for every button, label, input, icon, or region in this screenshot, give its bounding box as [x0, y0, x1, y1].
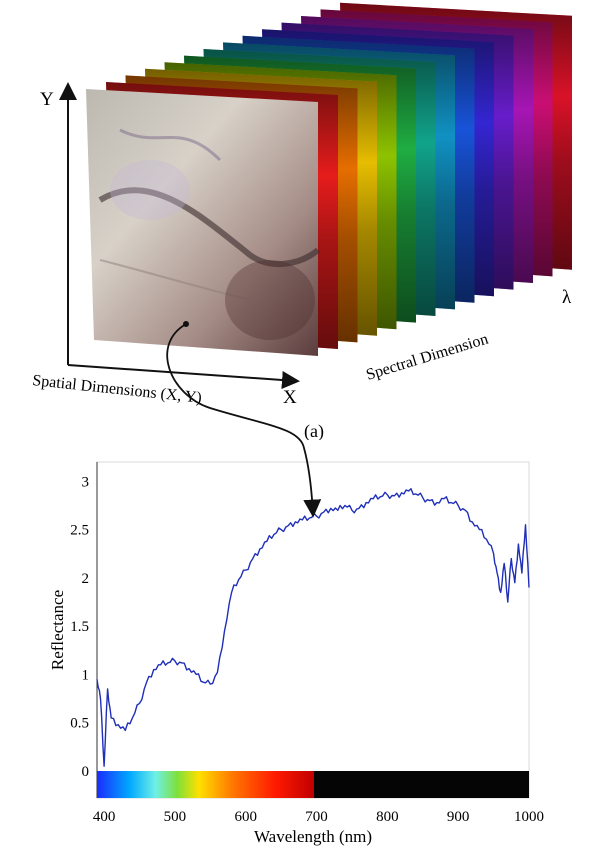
y-tick-label: 1 — [82, 667, 90, 683]
rgb-skin-image — [86, 89, 320, 356]
y-tick-label: 1.5 — [70, 619, 89, 635]
spectral-dimension-label: Spectral Dimension — [364, 331, 490, 384]
lambda-label: λ — [562, 287, 572, 308]
x-tick-label: 500 — [164, 809, 187, 825]
x-tick-label: 1000 — [514, 809, 544, 825]
nir-dark-bar — [314, 771, 529, 798]
panel-label-a: (a) — [304, 421, 324, 440]
x-tick-labels: 400 500 600 700 800 900 1000 — [93, 809, 544, 825]
y-axis-title: Reflectance — [48, 590, 67, 670]
pixel-marker — [183, 321, 189, 327]
x-tick-label: 800 — [376, 809, 399, 825]
plot-frame — [96, 461, 530, 799]
spatial-dimensions-label: Spatial Dimensions (X, Y) — [32, 372, 203, 407]
y-tick-label: 2 — [82, 571, 90, 587]
y-tick-label: 2.5 — [70, 523, 89, 539]
y-tick-label: 0 — [82, 764, 90, 780]
x-tick-label: 900 — [447, 809, 470, 825]
y-tick-label: 3 — [82, 474, 90, 490]
x-tick-label: 600 — [234, 809, 257, 825]
y-tick-label: 0.5 — [70, 716, 89, 732]
x-tick-label: 400 — [93, 809, 116, 825]
hyperspectral-cube-figure: Y X λ Spatial Dimensions (X, Y) Spectral… — [32, 2, 572, 440]
reflectance-line — [96, 488, 530, 767]
visible-spectrum-bar — [97, 771, 314, 798]
reflectance-chart: 0 0.5 1 1.5 2 2.5 3 400 500 600 700 800 900 1000 Wav… — [48, 461, 544, 846]
y-axis-label: Y — [40, 89, 54, 110]
y-tick-labels: 0 0.5 1 1.5 2 2.5 3 — [70, 474, 89, 780]
x-tick-label: 700 — [305, 809, 328, 825]
x-axis-label: X — [283, 387, 297, 408]
x-axis-title: Wavelength (nm) — [254, 827, 372, 846]
